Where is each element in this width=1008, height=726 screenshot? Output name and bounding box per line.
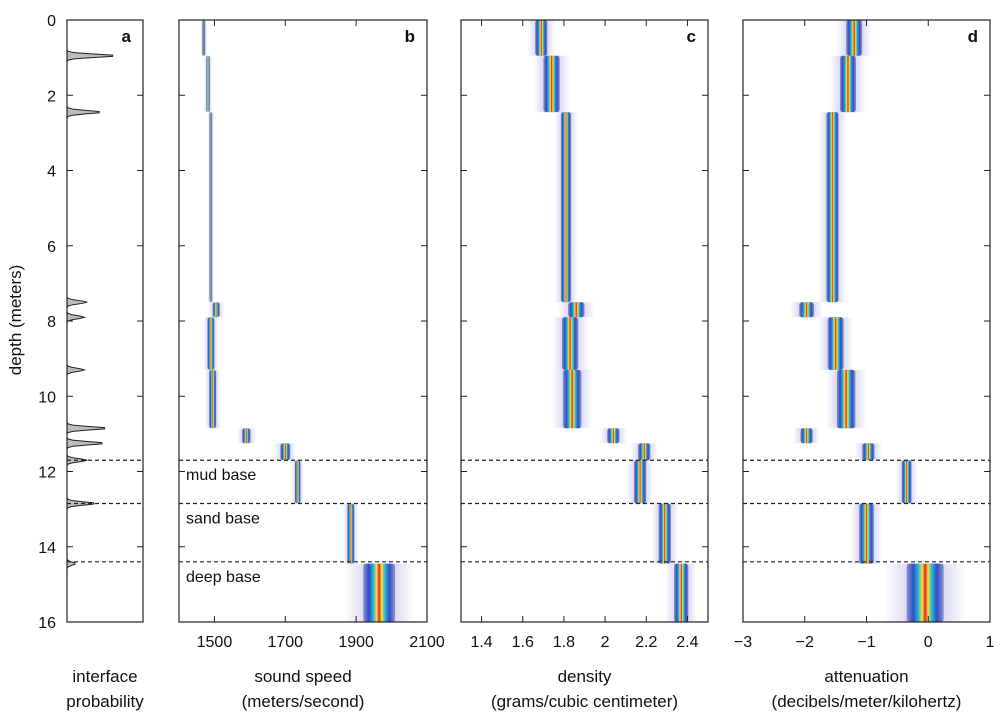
x-tick-label: 1.4 bbox=[470, 634, 492, 651]
density-band bbox=[827, 317, 844, 370]
density-band bbox=[207, 317, 215, 370]
density-band bbox=[543, 55, 560, 113]
profile-b bbox=[200, 20, 415, 622]
x-tick-label: 1700 bbox=[267, 634, 303, 651]
y-tick-label: 12 bbox=[38, 465, 56, 482]
density-band bbox=[901, 460, 912, 504]
y-tick-label: 10 bbox=[38, 389, 56, 406]
density-band bbox=[607, 428, 620, 444]
x-tick-label: 1.6 bbox=[512, 634, 534, 651]
y-axis-title: depth (meters) bbox=[6, 265, 25, 376]
profile-c bbox=[527, 20, 698, 622]
x-tick-label: 1.8 bbox=[553, 634, 575, 651]
x-axis-title: sound speed bbox=[254, 667, 351, 686]
x-tick-label: 2100 bbox=[409, 634, 445, 651]
panel-letter-a: a bbox=[122, 27, 132, 46]
density-band bbox=[209, 112, 213, 303]
x-axis-title: probability bbox=[66, 692, 144, 711]
panel-letter-d: d bbox=[968, 27, 978, 46]
x-tick-label: 1500 bbox=[197, 634, 233, 651]
density-band bbox=[561, 317, 579, 370]
panel-letter-b: b bbox=[405, 27, 415, 46]
density-band bbox=[242, 428, 251, 444]
x-axis-title: density bbox=[558, 667, 612, 686]
density-band bbox=[347, 503, 355, 564]
density-band bbox=[846, 20, 863, 56]
density-band bbox=[633, 460, 647, 504]
x-axis-title: (grams/cubic centimeter) bbox=[491, 692, 678, 711]
x-axis-title: interface bbox=[72, 667, 137, 686]
x-tick-label: 2.4 bbox=[676, 634, 698, 651]
x-tick-label: −1 bbox=[857, 634, 875, 651]
density-band bbox=[859, 503, 874, 564]
y-tick-label: 6 bbox=[47, 239, 56, 256]
x-tick-label: −2 bbox=[796, 634, 814, 651]
density-band bbox=[535, 20, 548, 56]
x-axis-title: attenuation bbox=[824, 667, 908, 686]
profile-d bbox=[790, 20, 966, 622]
x-tick-label: 1 bbox=[986, 634, 995, 651]
y-tick-label: 4 bbox=[47, 164, 56, 181]
panel-letter-c: c bbox=[687, 27, 696, 46]
x-tick-label: 2 bbox=[601, 634, 610, 651]
density-band bbox=[800, 428, 813, 444]
density-band bbox=[906, 563, 944, 622]
boundary-label: mud base bbox=[186, 467, 256, 484]
density-band bbox=[294, 460, 301, 504]
density-band bbox=[206, 55, 210, 113]
density-band bbox=[280, 443, 291, 461]
x-tick-label: 1900 bbox=[338, 634, 374, 651]
density-band bbox=[562, 369, 582, 429]
x-tick-label: 2.2 bbox=[635, 634, 657, 651]
density-band bbox=[674, 563, 689, 622]
boundary-label: sand base bbox=[186, 510, 260, 527]
y-tick-label: 0 bbox=[47, 13, 56, 30]
density-band bbox=[568, 302, 585, 318]
x-axis-title: (decibels/meter/kilohertz) bbox=[772, 692, 962, 711]
y-tick-label: 16 bbox=[38, 615, 56, 632]
density-band bbox=[799, 302, 815, 318]
density-band bbox=[202, 20, 206, 56]
density-band bbox=[839, 55, 857, 113]
x-tick-label: 0 bbox=[924, 634, 933, 651]
density-band bbox=[862, 443, 875, 461]
boundary-label: deep base bbox=[186, 569, 261, 586]
y-tick-label: 8 bbox=[47, 314, 56, 331]
density-band bbox=[836, 369, 856, 429]
density-band bbox=[560, 112, 572, 303]
density-band bbox=[658, 503, 671, 564]
density-band bbox=[638, 443, 651, 461]
x-tick-label: −3 bbox=[734, 634, 752, 651]
density-band bbox=[826, 112, 839, 303]
density-band bbox=[363, 563, 396, 622]
density-band bbox=[209, 369, 217, 429]
x-axis-title: (meters/second) bbox=[242, 692, 365, 711]
density-band bbox=[212, 302, 220, 318]
y-tick-label: 2 bbox=[47, 88, 56, 105]
y-tick-label: 14 bbox=[38, 540, 56, 557]
